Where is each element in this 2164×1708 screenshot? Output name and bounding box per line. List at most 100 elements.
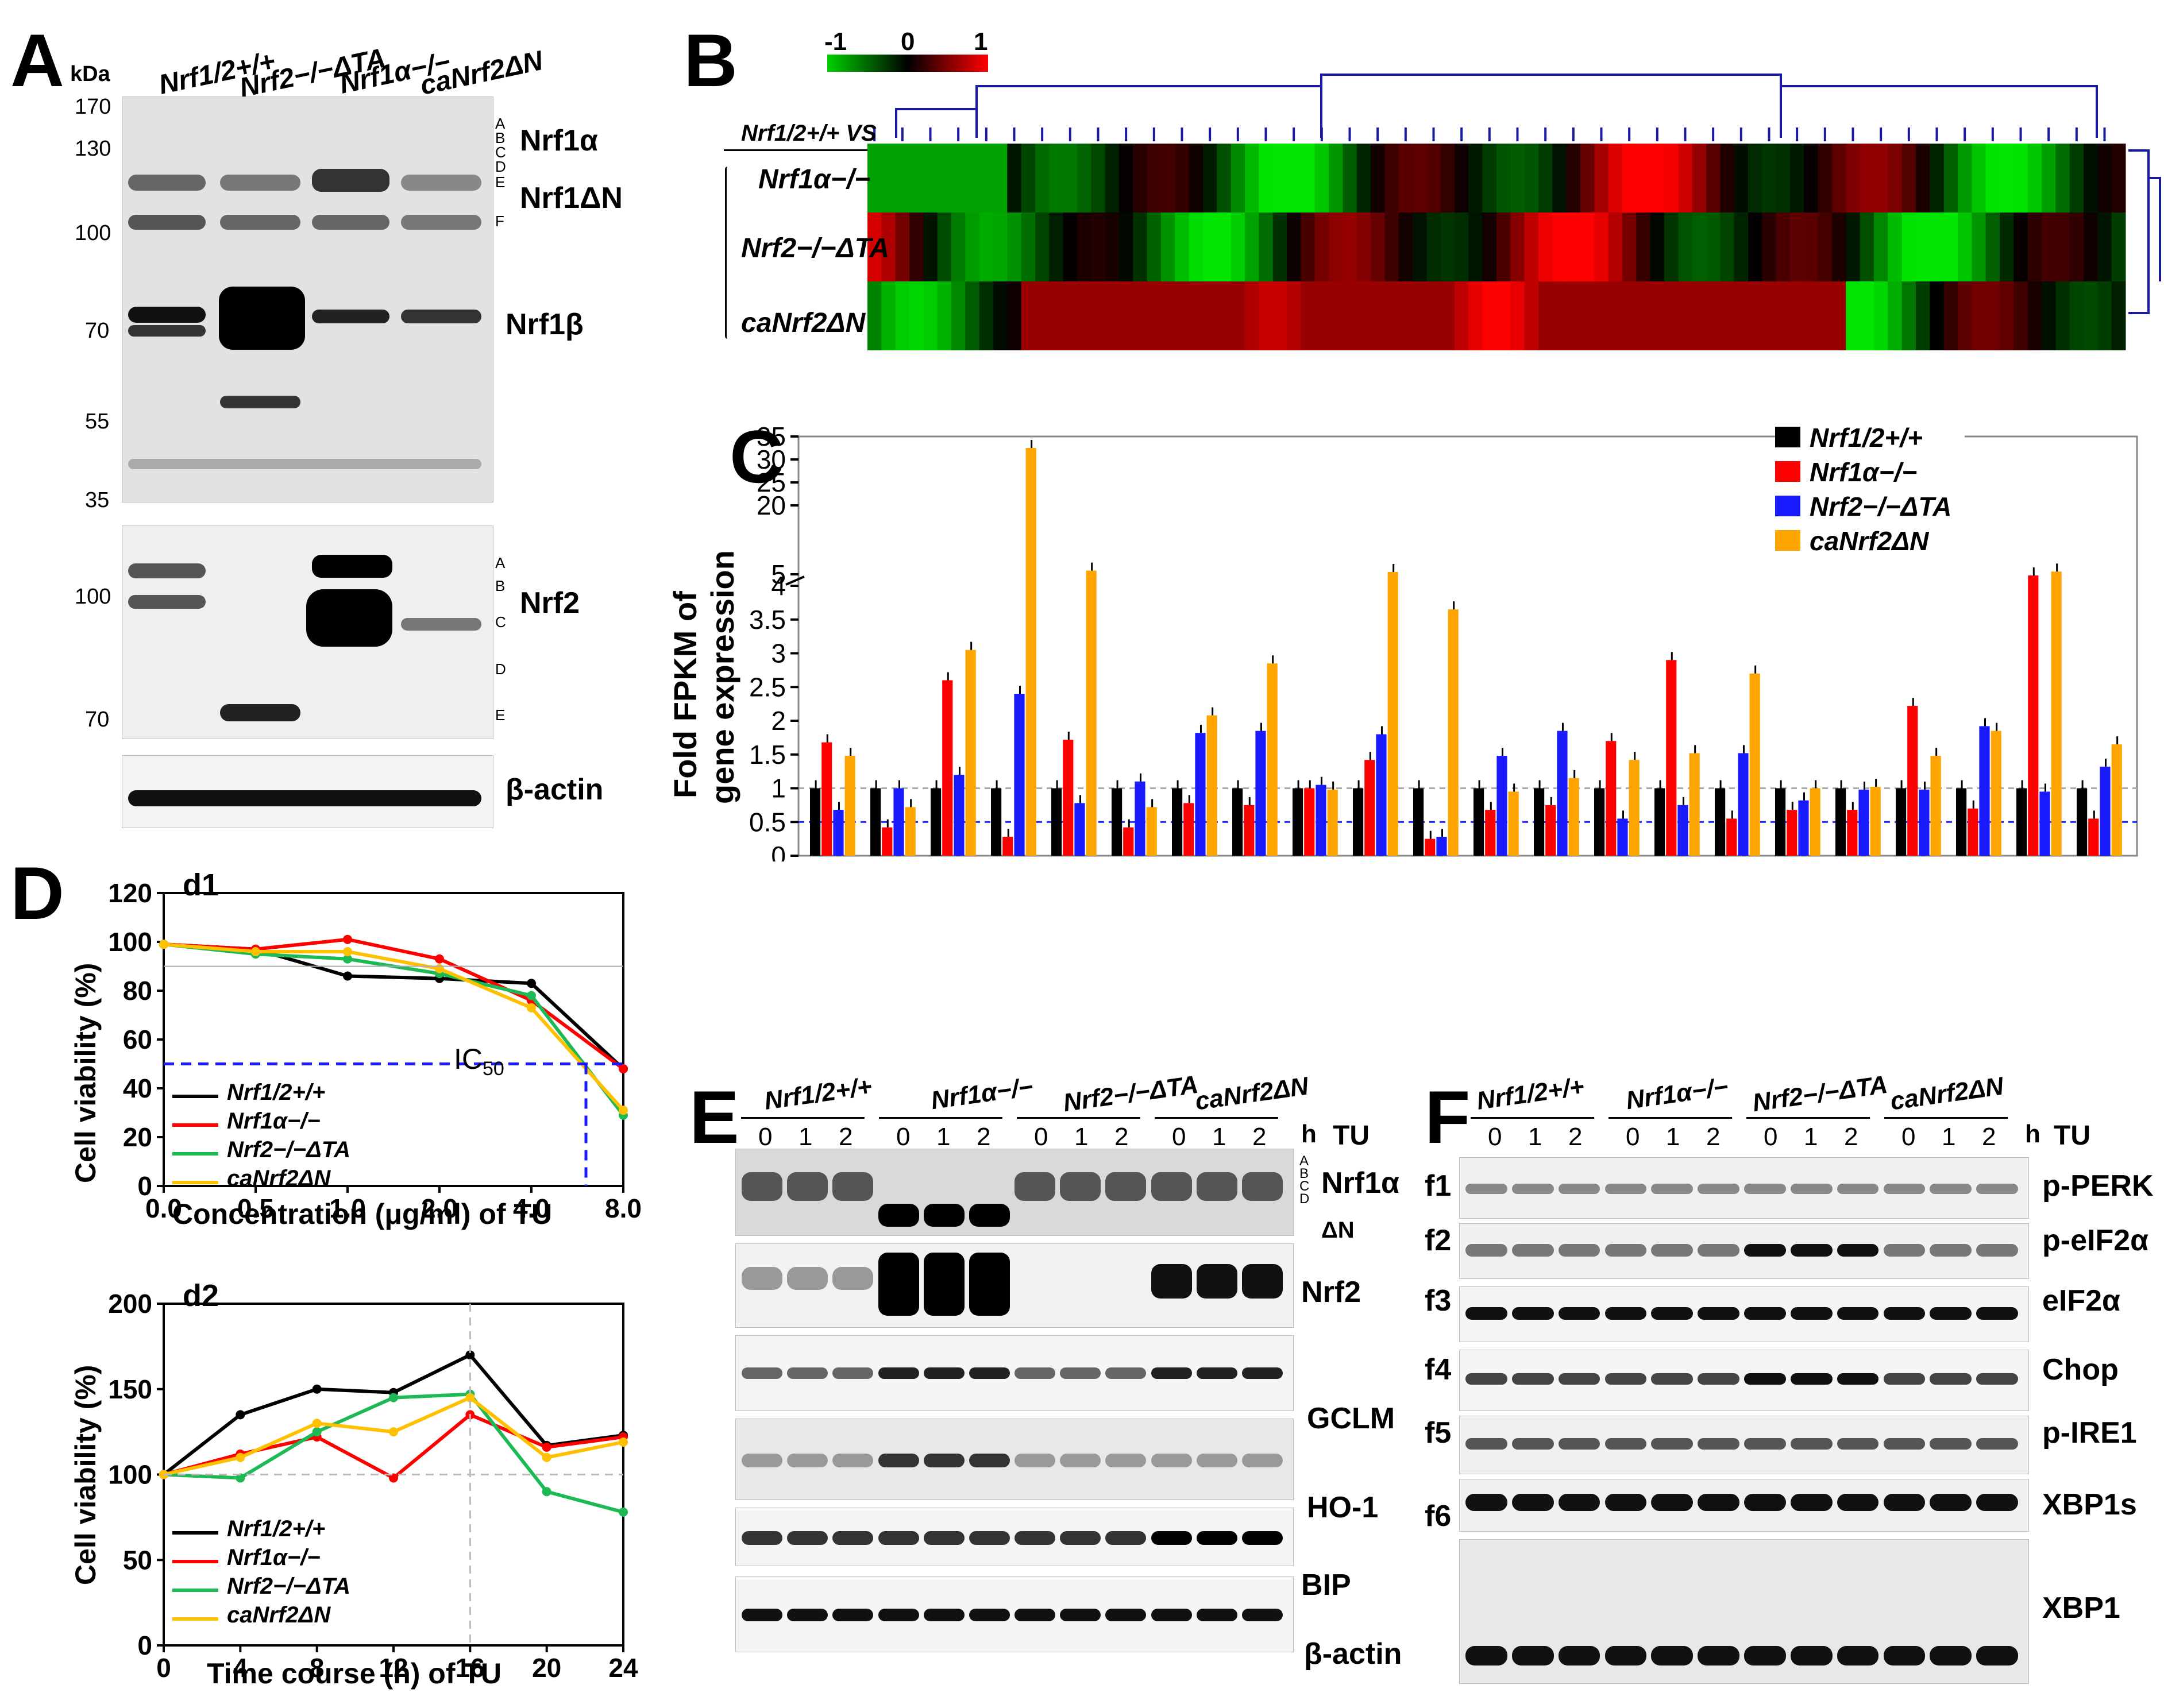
blot-label: ΔN xyxy=(1321,1218,1355,1243)
heatmap-cell xyxy=(2027,281,2042,350)
time-label: 1 xyxy=(1666,1123,1680,1151)
data-point xyxy=(527,991,536,1000)
time-label: 1 xyxy=(1528,1123,1542,1151)
bar-HSPA6-0 xyxy=(1654,788,1665,856)
heatmap-cell xyxy=(1818,212,1833,281)
subpanel-d1: d1 xyxy=(183,868,219,902)
heatmap-cell xyxy=(1272,144,1287,212)
blot-label: p-PERK xyxy=(2042,1169,2154,1203)
heatmap-cell xyxy=(1035,144,1050,212)
heatmap-cell xyxy=(1203,281,1217,350)
heatmap-cell xyxy=(1077,281,1091,350)
heatmap-cell xyxy=(2013,281,2028,350)
heatmap-cell xyxy=(1301,144,1316,212)
bar-PERK-2 xyxy=(1255,731,1266,856)
bar-Chop-1 xyxy=(1063,739,1074,856)
x-tick-label: 0.0 xyxy=(145,1193,182,1223)
blot-label: Chop xyxy=(2042,1353,2119,1386)
heatmap-cell xyxy=(1482,212,1497,281)
heatmap-cell xyxy=(1790,281,1804,350)
heatmap-cell xyxy=(1594,281,1609,350)
bar-HSP90B1-2 xyxy=(1557,731,1568,856)
blot-label: BIP xyxy=(1301,1568,1351,1602)
bar-HSPA6-1 xyxy=(1666,660,1677,856)
heatmap-cell xyxy=(1482,281,1497,350)
heatmap-cell xyxy=(1580,212,1595,281)
heatmap-cell xyxy=(1035,212,1050,281)
heatmap-cell xyxy=(1832,281,1846,350)
bar-PERK-0 xyxy=(1232,788,1243,856)
bar-HSP90B1-1 xyxy=(1545,805,1556,856)
bar-HSPA1L-2 xyxy=(1617,818,1628,856)
heatmap-cell xyxy=(1384,212,1399,281)
heatmap-cell xyxy=(1846,212,1861,281)
ic50-label: IC50 xyxy=(454,1043,504,1080)
heatmap-cell xyxy=(1538,281,1553,350)
data-point xyxy=(312,1419,322,1428)
time-label: 2 xyxy=(1982,1123,1996,1151)
heatmap-cell xyxy=(1175,281,1190,350)
f-row-label: f6 xyxy=(1425,1500,1452,1533)
x-tick-label: 12 xyxy=(379,1653,408,1683)
heatmap-cell xyxy=(1664,281,1679,350)
heatmap-cell xyxy=(2000,144,2014,212)
time-label: 2 xyxy=(1114,1123,1129,1151)
heatmap-cell xyxy=(1985,212,2000,281)
bar-SEC62-0 xyxy=(2077,788,2088,856)
nrf2-blot xyxy=(122,525,493,739)
heatmap-cell xyxy=(1147,281,1162,350)
heatmap-cell xyxy=(1762,281,1777,350)
heatmap-cell xyxy=(1692,144,1707,212)
heatmap-row-label: Nrf1α−/− xyxy=(758,164,871,195)
bar-SEC24B-3 xyxy=(1991,731,2001,856)
heatmap-cell xyxy=(1049,212,1064,281)
heatmap-cell xyxy=(1972,212,1986,281)
heatmap-cell xyxy=(881,281,896,350)
heatmap-cell xyxy=(909,144,924,212)
h-label: h xyxy=(1301,1120,1317,1148)
y-tick-label: 100 xyxy=(108,1460,152,1490)
heatmap-cell xyxy=(1133,281,1148,350)
bar-NPLOC4-1 xyxy=(1787,810,1797,856)
d2-y-label: Cell viability (%) xyxy=(70,1365,102,1585)
heatmap-cell xyxy=(1230,212,1245,281)
heatmap-cell xyxy=(1077,212,1091,281)
data-point xyxy=(527,979,536,988)
heatmap-cell xyxy=(2097,281,2112,350)
data-point xyxy=(465,1393,475,1402)
heatmap-cell xyxy=(1594,212,1609,281)
heatmap-cell xyxy=(1538,144,1553,212)
bar-ERdj3-2 xyxy=(1135,781,1145,856)
heatmap-cell xyxy=(1888,144,1903,212)
data-point xyxy=(542,1452,551,1462)
heatmap-cell xyxy=(1958,144,1972,212)
heatmap-cell xyxy=(1329,281,1343,350)
heatmap-cell xyxy=(1147,212,1162,281)
data-point xyxy=(236,1452,245,1462)
heatmap-cell xyxy=(965,212,980,281)
x-tick-label: 8.0 xyxy=(605,1193,642,1223)
heatmap-cell xyxy=(1371,281,1385,350)
heatmap-cell xyxy=(1021,144,1036,212)
heatmap-cell xyxy=(1748,144,1762,212)
legend-entry: Nrf1/2+/+ xyxy=(1810,423,1923,453)
heatmap-cell xyxy=(1049,144,1064,212)
heatmap-cell xyxy=(923,144,938,212)
heatmap-cell xyxy=(1804,212,1819,281)
heatmap-cell xyxy=(1356,144,1371,212)
heatmap-cell xyxy=(1930,212,1945,281)
heatmap-cell xyxy=(1189,144,1203,212)
heatmap-cell xyxy=(1329,212,1343,281)
bar-SEC62-3 xyxy=(2111,744,2122,856)
series-line-0 xyxy=(163,942,625,1071)
heatmap-cell xyxy=(1314,212,1329,281)
heatmap-cell xyxy=(1943,144,1958,212)
heatmap-cell xyxy=(2042,281,2056,350)
nrf1-alpha-label: Nrf1α xyxy=(520,124,598,157)
time-label: 1 xyxy=(799,1123,813,1151)
heatmap-cell xyxy=(1455,212,1469,281)
heatmap-cell xyxy=(1007,212,1022,281)
y-tick-label: 35 xyxy=(757,422,786,451)
heatmap-cell xyxy=(2084,212,2098,281)
blot-label: β-actin xyxy=(1304,1637,1402,1671)
